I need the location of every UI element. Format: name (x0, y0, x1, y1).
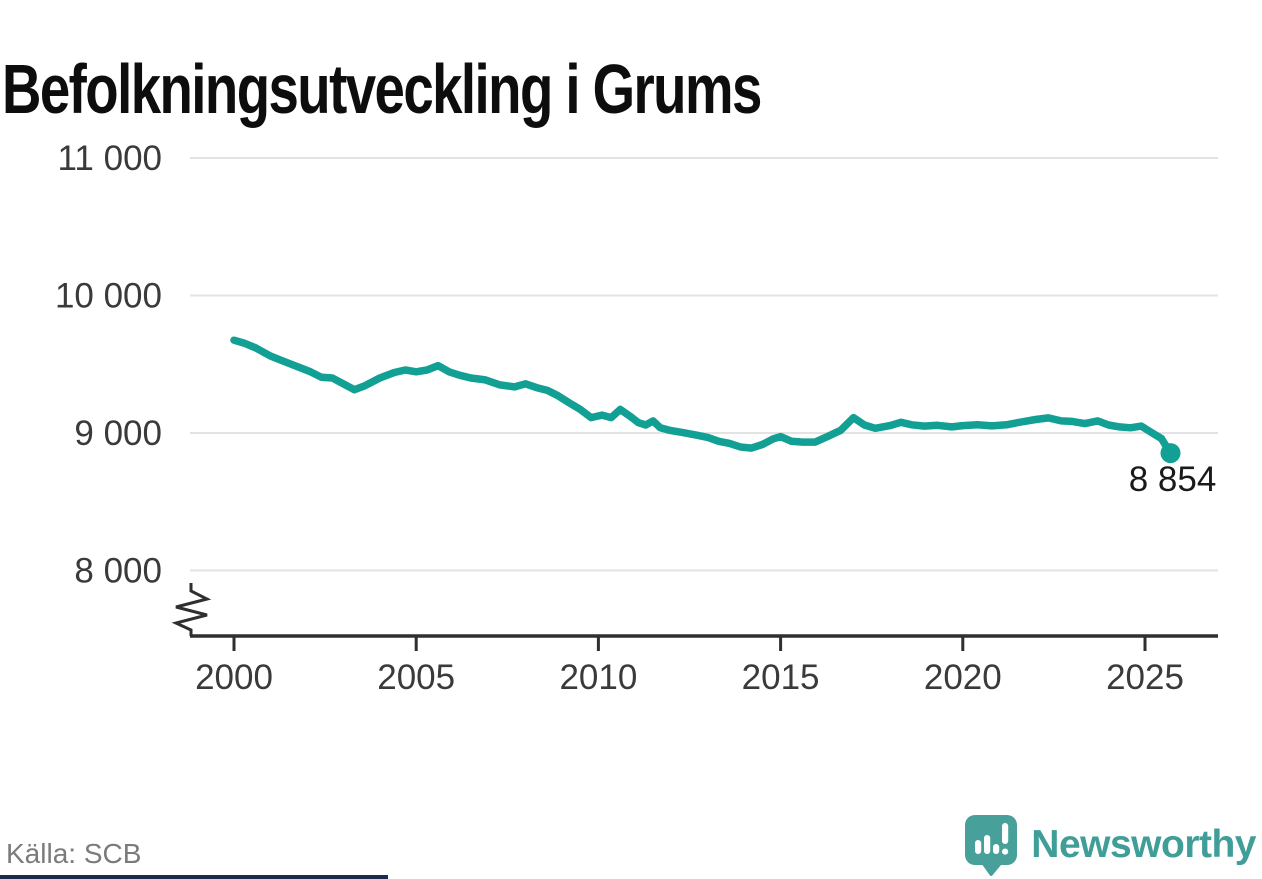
axis-break-icon (171, 583, 212, 636)
x-axis-label: 2010 (559, 658, 637, 697)
x-axis-label: 2000 (195, 658, 273, 697)
y-axis-label: 10 000 (55, 277, 162, 316)
population-series-line (230, 336, 1175, 457)
x-axis-label: 2025 (1106, 658, 1184, 697)
page-title: Befolkningsutveckling i Grums (2, 49, 762, 128)
end-value-label: 8 854 (1129, 460, 1217, 499)
x-axis-label: 2015 (742, 658, 820, 697)
y-axis-label: 11 000 (58, 139, 162, 178)
y-axis-label: 8 000 (74, 552, 162, 591)
newsworthy-logo: Newsworthy (964, 814, 1256, 876)
newsworthy-bubble-chart-icon (965, 815, 1018, 876)
y-axis-label: 9 000 (74, 414, 162, 453)
x-axis-label: 2020 (924, 658, 1002, 697)
series-end-dot (1160, 443, 1181, 464)
newsworthy-wordmark: Newsworthy (1031, 823, 1256, 866)
source-label: Källa: SCB (6, 838, 142, 869)
x-axis-label: 2005 (377, 658, 455, 697)
footer-accent-bar (0, 875, 388, 879)
